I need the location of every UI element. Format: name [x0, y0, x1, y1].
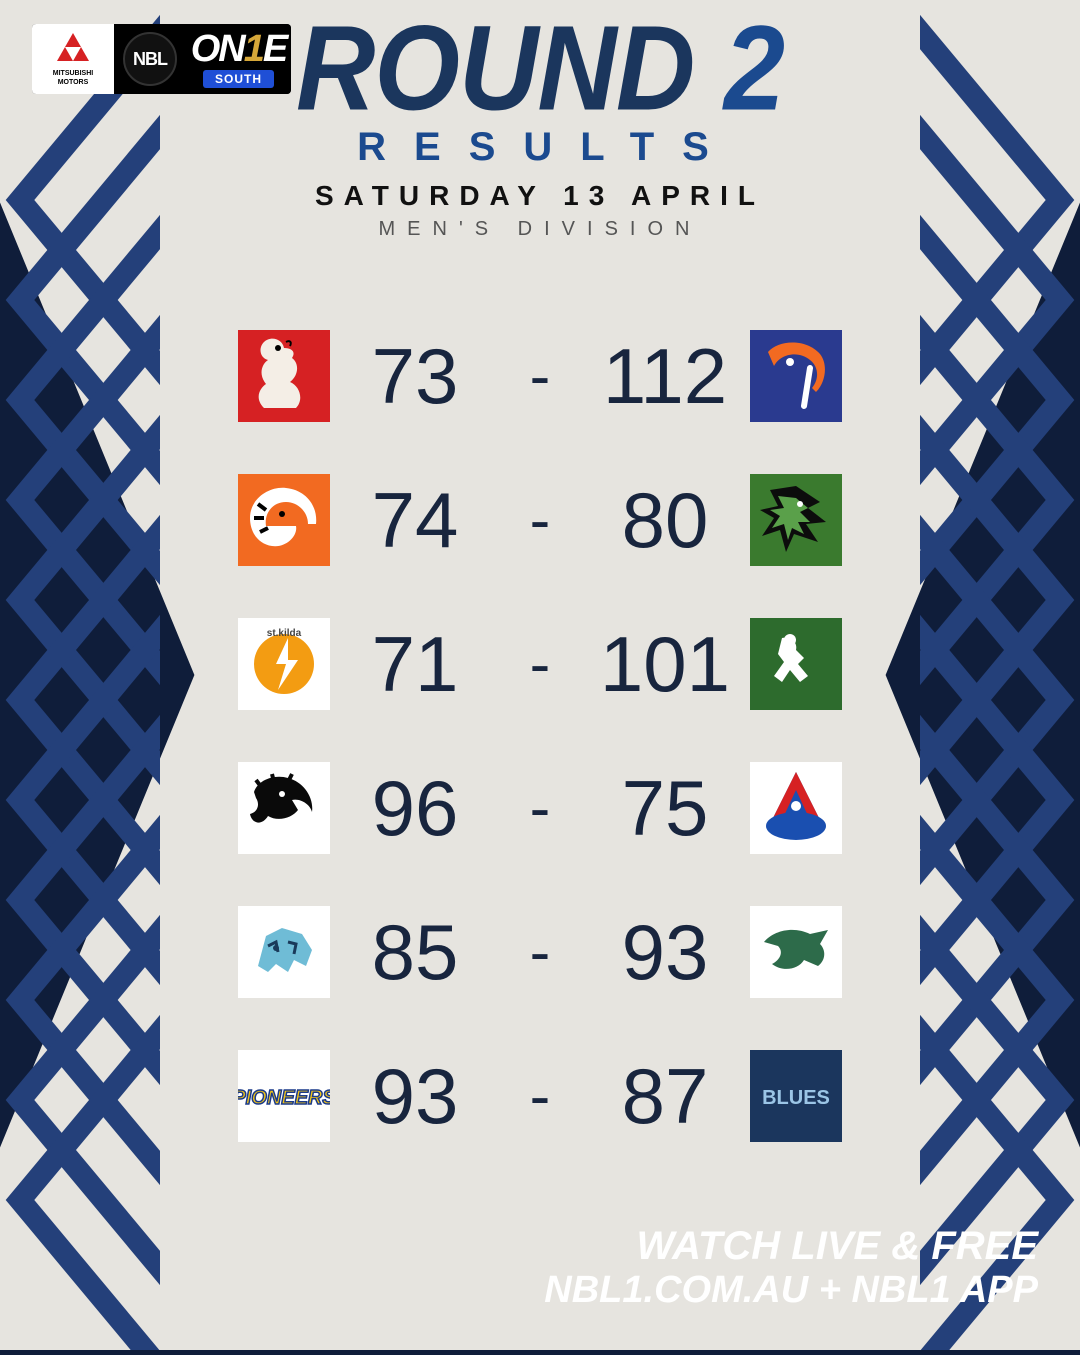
game-row: PIONEERS93-87 BLUES — [180, 1050, 900, 1142]
away-team-logo — [750, 618, 842, 710]
home-score: 85 — [330, 907, 500, 998]
home-score: 71 — [330, 619, 500, 710]
footer-line1: WATCH LIVE & FREE — [544, 1224, 1038, 1269]
south-pill: SOUTH — [203, 70, 274, 88]
away-score: 75 — [580, 763, 750, 854]
game-row: 74-80 — [180, 474, 900, 566]
title-block: ROUND 2 RESULTS SATURDAY 13 APRIL MEN'S … — [296, 18, 784, 241]
score-dash: - — [500, 485, 580, 556]
away-score: 87 — [580, 1051, 750, 1142]
svg-text:MITSUBISHI: MITSUBISHI — [53, 70, 94, 77]
score-dash: - — [500, 773, 580, 844]
game-row: 85-93 — [180, 906, 900, 998]
game-row: st.kilda 71-101 — [180, 618, 900, 710]
score-dash: - — [500, 917, 580, 988]
game-row: 96-75 — [180, 762, 900, 854]
sponsor-bar: MITSUBISHI MOTORS NBL ON1E SOUTH — [32, 24, 291, 94]
home-team-logo — [238, 762, 330, 854]
division-text: MEN'S DIVISION — [296, 218, 784, 241]
away-score: 101 — [580, 619, 750, 710]
game-results-list: 73-11274-80st.kilda71-10196-7585-93PIONE… — [180, 330, 900, 1142]
home-score: 96 — [330, 763, 500, 854]
game-row: 73-112 — [180, 330, 900, 422]
away-team-logo: BLUES — [750, 1050, 842, 1142]
one-south-logo: ON1E SOUTH — [186, 24, 291, 94]
one-text: ON1E — [191, 30, 287, 68]
chevron-left-decoration — [0, 0, 160, 1350]
svg-text:st.kilda: st.kilda — [267, 628, 302, 639]
nbl-circle-icon: NBL — [123, 32, 177, 86]
away-team-logo — [750, 474, 842, 566]
score-dash: - — [500, 629, 580, 700]
home-team-logo: st.kilda — [238, 618, 330, 710]
home-team-logo — [238, 474, 330, 566]
home-score: 73 — [330, 331, 500, 422]
chevron-right-decoration — [920, 0, 1080, 1350]
away-team-logo — [750, 330, 842, 422]
home-team-logo — [238, 906, 330, 998]
round-title: ROUND 2 — [296, 13, 784, 124]
home-score: 93 — [330, 1051, 500, 1142]
home-team-logo: PIONEERS — [238, 1050, 330, 1142]
away-team-logo — [750, 906, 842, 998]
away-score: 80 — [580, 475, 750, 566]
score-dash: - — [500, 1061, 580, 1132]
home-score: 74 — [330, 475, 500, 566]
mitsubishi-logo: MITSUBISHI MOTORS — [32, 24, 114, 94]
svg-text:PIONEERS: PIONEERS — [238, 1087, 330, 1109]
svg-text:BLUES: BLUES — [762, 1087, 830, 1109]
footer-line2: NBL1.COM.AU + NBL1 APP — [544, 1269, 1038, 1312]
svg-text:MOTORS: MOTORS — [58, 79, 89, 86]
away-score: 112 — [580, 331, 750, 422]
home-team-logo — [238, 330, 330, 422]
away-score: 93 — [580, 907, 750, 998]
away-team-logo — [750, 762, 842, 854]
score-dash: - — [500, 341, 580, 412]
footer-cta: WATCH LIVE & FREE NBL1.COM.AU + NBL1 APP — [544, 1224, 1038, 1312]
date-text: SATURDAY 13 APRIL — [296, 180, 784, 212]
nbl-logo: NBL — [114, 24, 186, 94]
